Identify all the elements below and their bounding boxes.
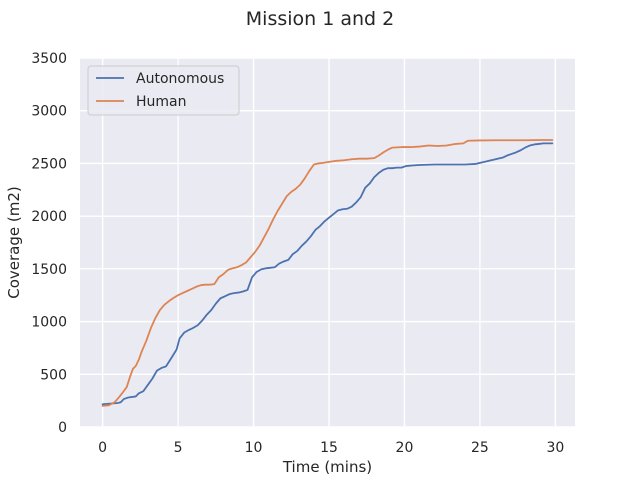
legend-label-autonomous: Autonomous xyxy=(136,71,224,87)
x-tick-label: 20 xyxy=(396,440,414,456)
series-line-human xyxy=(101,139,554,407)
chart-title: Mission 1 and 2 xyxy=(246,8,394,30)
x-tick-label: 15 xyxy=(320,440,338,456)
plot-background xyxy=(80,58,575,427)
y-tick-label: 2000 xyxy=(31,209,67,225)
y-tick-label: 2500 xyxy=(31,156,67,172)
y-axis-label: Coverage (m2) xyxy=(5,186,23,299)
y-tick-label: 500 xyxy=(40,367,67,383)
legend-label-human: Human xyxy=(136,94,187,110)
y-tick-label: 3000 xyxy=(31,104,67,120)
x-tick-label: 25 xyxy=(471,440,489,456)
y-tick-label: 3500 xyxy=(31,51,67,67)
x-tick-label: 30 xyxy=(546,440,564,456)
y-tick-label: 0 xyxy=(58,420,67,436)
grid-layer xyxy=(80,57,575,428)
x-axis-label: Time (mins) xyxy=(282,458,372,476)
x-tick-label: 0 xyxy=(98,440,107,456)
y-tick-label: 1500 xyxy=(31,262,67,278)
legend-box xyxy=(87,65,240,116)
y-tick-label: 1000 xyxy=(31,315,67,331)
series-line-autonomous xyxy=(101,142,554,406)
tick-layer: 0 5 10 15 20 25 30 0 500 1000 1500 2000 2500 3000 3500 xyxy=(31,51,564,456)
legend: Autonomous Human xyxy=(87,65,240,116)
x-tick-label: 10 xyxy=(245,440,263,456)
series-layer xyxy=(101,139,554,407)
x-tick-label: 5 xyxy=(174,440,183,456)
